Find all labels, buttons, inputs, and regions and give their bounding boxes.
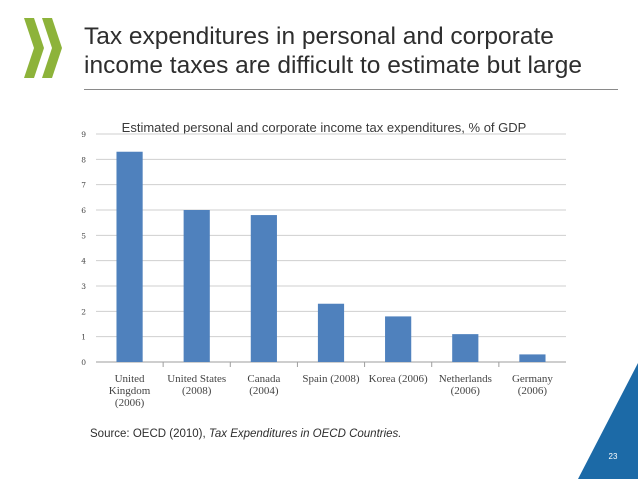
x-tick-label-line: Spain (2008) [302,373,359,385]
x-tick-label: United Kingdom (2006) [109,373,151,409]
bars [116,151,546,362]
bar [385,316,412,362]
x-tick-label-line: (2006) [518,385,548,397]
y-tick-label: 8 [81,155,86,164]
y-tick-label: 5 [81,231,86,240]
x-tick-label-line: (2008) [182,385,212,397]
x-tick-label-line: Canada [247,373,280,385]
y-tick-label: 3 [81,282,86,291]
bar [250,215,277,362]
x-axis-labels: United Kingdom (2006)United States (2008)Ca… [109,373,554,409]
corner-triangle [578,363,638,479]
x-tick-label: Germany (2006) [512,373,553,397]
y-tick-label: 7 [81,181,86,190]
x-tick-label-line: Germany [512,373,553,385]
bar [317,303,345,362]
x-tick-label-line: United States [167,373,226,385]
source-prefix: Source: OECD (2010), [90,428,209,440]
y-tick-label: 6 [81,206,86,215]
corner-accent [578,363,638,479]
x-tick-label-line: (2004) [249,385,279,397]
logo-bar-1 [24,18,44,78]
x-tick-label-line: Kingdom [109,385,151,397]
bar [116,151,143,362]
x-tick-label-line: (2006) [451,385,481,397]
x-tick-label-line: (2006) [115,397,145,409]
y-tick-label: 9 [81,130,86,139]
x-tick-label-line: United [115,373,145,385]
x-tick-label: Netherlands (2006) [439,373,492,397]
logo-bar-2 [42,18,62,78]
y-tick-label: 4 [81,257,86,266]
bar [519,354,546,362]
x-tick-label: Korea (2006) [369,373,428,385]
bar [452,334,479,362]
y-tick-label: 2 [81,307,86,316]
bar [183,210,210,362]
x-tick-label: United States (2008) [167,373,226,397]
y-tick-label: 0 [81,358,86,367]
x-tick-label: Spain (2008) [302,373,359,385]
slide-title: Tax expenditures in personal and corpora… [84,23,582,79]
chart-title: Estimated personal and corporate income … [122,120,527,135]
source-title: Tax Expenditures in OECD Countries. [208,428,402,440]
y-tick-label: 1 [81,333,86,342]
x-tick-label-line: Netherlands [439,373,492,385]
x-tick-label-line: Korea (2006) [369,373,428,385]
oecd-logo [24,18,62,78]
page-number: 23 [608,452,618,461]
title-divider [84,89,618,90]
y-axis-ticks: 0 1 2 3 4 5 6 7 8 9 [81,130,86,367]
source-note: Source: OECD (2010), Tax Expenditures in… [90,428,402,440]
x-tick-label: Canada (2004) [247,373,280,397]
